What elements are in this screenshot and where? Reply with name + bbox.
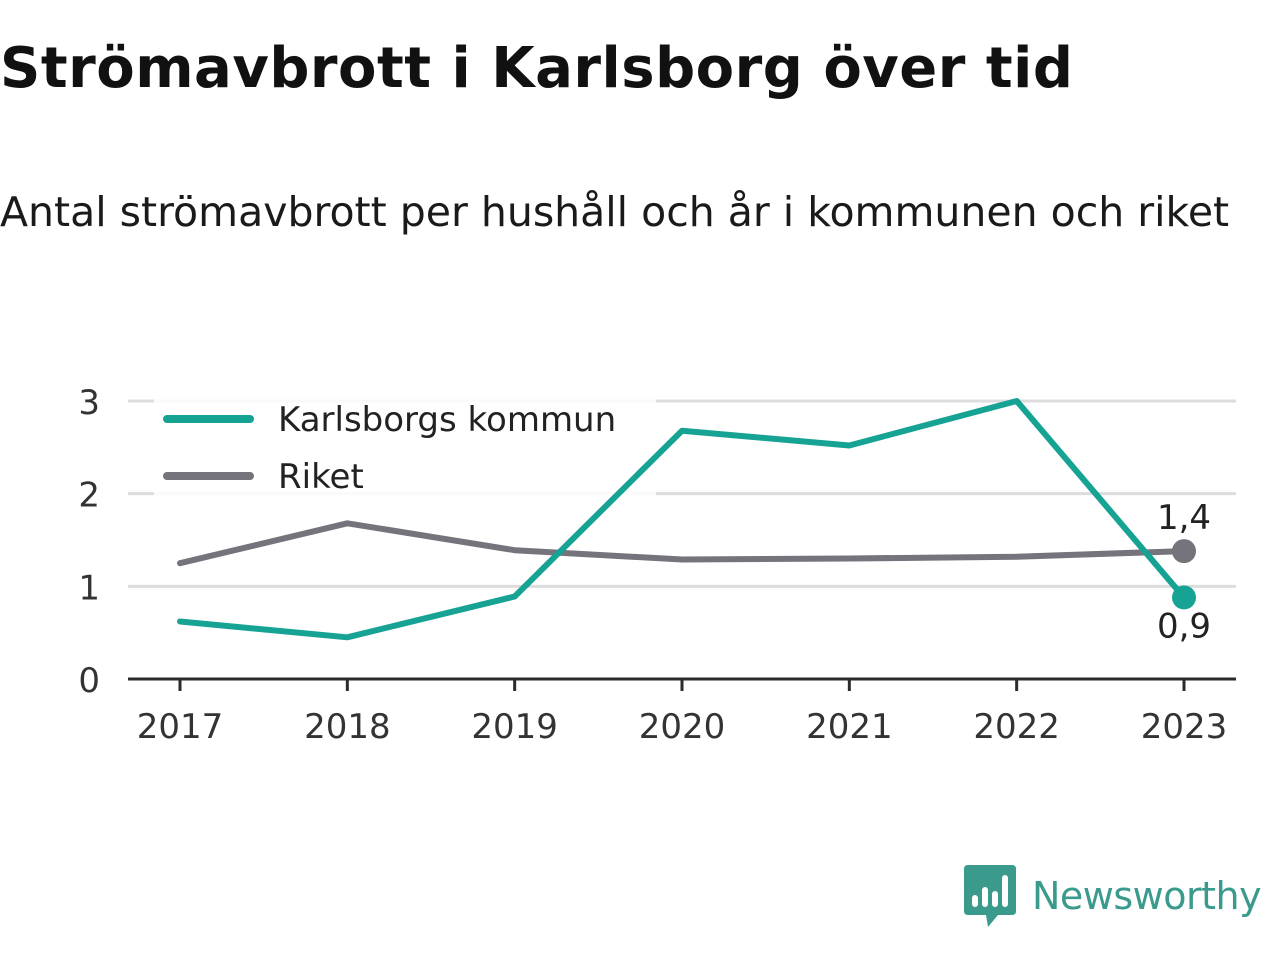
legend-label: Karlsborgs kommun [278, 400, 616, 440]
brand-name: Newsworthy [1032, 874, 1262, 918]
gridlines [128, 399, 1236, 588]
series-end-point [1172, 539, 1196, 564]
x-tick-label: 2017 [137, 707, 224, 747]
chart-subtitle: Antal strömavbrott per hushåll och år i … [0, 188, 1230, 236]
series-line [177, 398, 1187, 641]
x-tick-label: 2019 [471, 707, 558, 747]
newsworthy-logo-icon [964, 865, 1016, 927]
data-label: 0,9 [1157, 606, 1211, 646]
y-tick-label: 3 [78, 383, 100, 423]
x-tick-label: 2022 [973, 707, 1060, 747]
x-tick-label: 2018 [304, 707, 391, 747]
legend: Karlsborgs kommun Riket [154, 395, 656, 497]
y-tick-label: 0 [78, 661, 100, 701]
legend-background [154, 395, 656, 497]
chart-title: Strömavbrott i Karlsborg över tid [0, 36, 1074, 101]
y-tick-label: 1 [78, 568, 100, 608]
y-tick-label: 2 [78, 476, 100, 516]
data-label: 1,4 [1157, 498, 1211, 538]
axes: 0 1 2 3 2017 2018 2019 2020 2021 2022 2023 [78, 383, 1236, 747]
data-labels: 0,9 1,4 [1157, 498, 1211, 646]
series-lines [177, 398, 1196, 641]
x-tick-label: 2023 [1141, 707, 1228, 747]
x-tick-label: 2021 [806, 707, 893, 747]
newsworthy-logo: Newsworthy [964, 864, 1262, 928]
series-line [177, 520, 1187, 567]
series-end-point [1172, 585, 1196, 610]
legend-label: Riket [278, 457, 364, 497]
x-tick-label: 2020 [639, 707, 726, 747]
